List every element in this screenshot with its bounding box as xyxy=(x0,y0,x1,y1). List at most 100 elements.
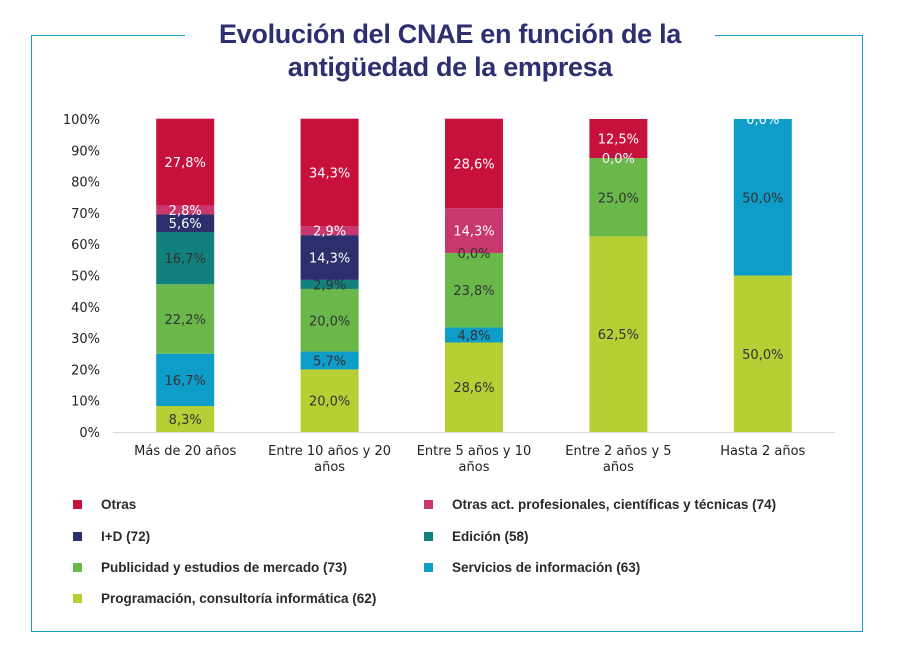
data-label: 12,5% xyxy=(598,133,639,148)
legend-label: Servicios de información (63) xyxy=(452,560,641,575)
legend-swatch xyxy=(73,532,82,541)
bar-segment xyxy=(156,214,215,232)
x-category-label: Entre 10 años y 20 xyxy=(268,444,391,459)
bar-segment xyxy=(445,342,503,432)
bar-segment xyxy=(156,205,215,215)
bar-segment xyxy=(445,208,503,253)
bar-segment xyxy=(589,236,648,432)
bar-segment xyxy=(300,279,359,289)
y-tick-label: 30% xyxy=(71,332,100,347)
legend-swatch xyxy=(424,500,433,509)
data-label: 2,9% xyxy=(313,278,346,293)
x-category-label: años xyxy=(459,460,490,475)
bar-segment xyxy=(589,158,648,237)
bar-segment xyxy=(445,118,503,209)
data-label: 27,8% xyxy=(165,156,206,171)
data-label: 62,5% xyxy=(598,328,639,343)
legend-label: Edición (58) xyxy=(452,529,529,544)
bar-segment xyxy=(589,119,648,159)
legend-swatch xyxy=(73,563,82,572)
bar-segment xyxy=(300,118,359,227)
chart-title: Evolución del CNAE en función de la anti… xyxy=(150,18,750,84)
data-label: 0,0% xyxy=(457,247,490,262)
legend-swatch xyxy=(73,500,82,509)
data-label: 0,0% xyxy=(602,152,635,167)
y-tick-label: 10% xyxy=(71,395,100,410)
y-tick-label: 70% xyxy=(71,207,100,222)
chart-title-line-2: antigüedad de la empresa xyxy=(287,52,613,82)
data-label: 20,0% xyxy=(309,395,350,410)
data-label: 5,6% xyxy=(169,217,202,232)
data-label: 5,7% xyxy=(313,354,346,369)
legend-swatch xyxy=(424,563,433,572)
data-label: 4,8% xyxy=(457,329,490,344)
y-axis: 0% 10% 20% 30% 40% 50% 60% 70% 80% 90% 100% xyxy=(63,113,100,441)
data-label: 23,8% xyxy=(453,284,494,299)
data-label: 2,8% xyxy=(169,204,202,219)
bar-segment xyxy=(300,369,359,432)
data-label: 28,6% xyxy=(453,157,494,172)
bar-segment xyxy=(156,284,215,354)
x-axis: Más de 20 años Entre 10 años y 20añosEntr… xyxy=(134,444,805,475)
y-tick-label: 0% xyxy=(79,426,100,441)
bar-segment xyxy=(733,119,792,276)
data-label: 34,3% xyxy=(309,166,350,181)
legend-item: Otras xyxy=(73,497,136,512)
y-tick-label: 20% xyxy=(71,363,100,378)
data-label: 28,6% xyxy=(453,381,494,396)
data-label: 8,3% xyxy=(169,413,202,428)
bar-segment xyxy=(733,275,792,432)
bar-segment xyxy=(300,235,359,280)
legend-label: Programación, consultoría informática (6… xyxy=(101,591,377,606)
bar-segment xyxy=(300,351,359,370)
bar-segment xyxy=(445,327,503,343)
legend-swatch xyxy=(73,594,82,603)
bar-segment xyxy=(156,353,215,407)
bar-segment xyxy=(156,231,215,285)
data-label: 25,0% xyxy=(598,191,639,206)
y-tick-label: 40% xyxy=(71,301,100,316)
legend-label: I+D (72) xyxy=(101,529,151,544)
legend-item: Servicios de información (63) xyxy=(424,560,640,575)
chart-title-line-1: Evolución del CNAE en función de la xyxy=(218,19,682,49)
data-label: 16,7% xyxy=(165,252,206,267)
legend-item: Edición (58) xyxy=(424,529,529,544)
y-tick-label: 60% xyxy=(71,238,100,253)
x-category-label: Hasta 2 años xyxy=(720,444,805,459)
data-label: 50,0% xyxy=(742,348,783,363)
data-label: 22,2% xyxy=(165,313,206,328)
data-label: 14,3% xyxy=(309,252,350,267)
x-category-label: Entre 2 años y 5 xyxy=(565,444,671,459)
legend-item: Programación, consultoría informática (6… xyxy=(73,591,376,606)
x-category-label: Más de 20 años xyxy=(134,444,236,459)
legend-label: Publicidad y estudios de mercado (73) xyxy=(101,560,348,575)
legend-swatch xyxy=(424,532,433,541)
y-tick-label: 50% xyxy=(71,270,100,285)
bar-segment xyxy=(300,288,359,352)
data-label: 50,0% xyxy=(742,191,783,206)
data-label: 0,0% xyxy=(746,113,779,128)
legend-item: Otras act. profesionales, científicas y … xyxy=(424,497,776,512)
data-label: 0,0% xyxy=(602,152,635,167)
bar-segment xyxy=(156,118,215,206)
legend-item: Publicidad y estudios de mercado (73) xyxy=(73,560,347,575)
bar-segment xyxy=(300,226,359,236)
y-tick-label: 90% xyxy=(71,144,100,159)
x-category-label: años xyxy=(314,460,345,475)
data-labels-group: 8,3% 16,7% 22,2% 16,7% 5,6%2,8% 27,8% 20,0% 5,7… xyxy=(165,113,784,428)
legend-label: Otras xyxy=(101,497,137,512)
bars-group xyxy=(156,118,792,432)
x-category-label: años xyxy=(603,460,634,475)
y-tick-label: 80% xyxy=(71,176,100,191)
legend-item: I+D (72) xyxy=(73,529,150,544)
y-tick-label: 100% xyxy=(63,113,100,128)
data-label: 20,0% xyxy=(309,314,350,329)
bar-segment xyxy=(156,406,215,432)
data-label: 14,3% xyxy=(453,225,494,240)
bar-segment xyxy=(445,252,503,328)
data-label: 16,7% xyxy=(165,374,206,389)
title-background xyxy=(185,20,715,90)
x-category-label: Entre 5 años y 10 xyxy=(417,444,532,459)
data-label: 2,9% xyxy=(313,225,346,240)
